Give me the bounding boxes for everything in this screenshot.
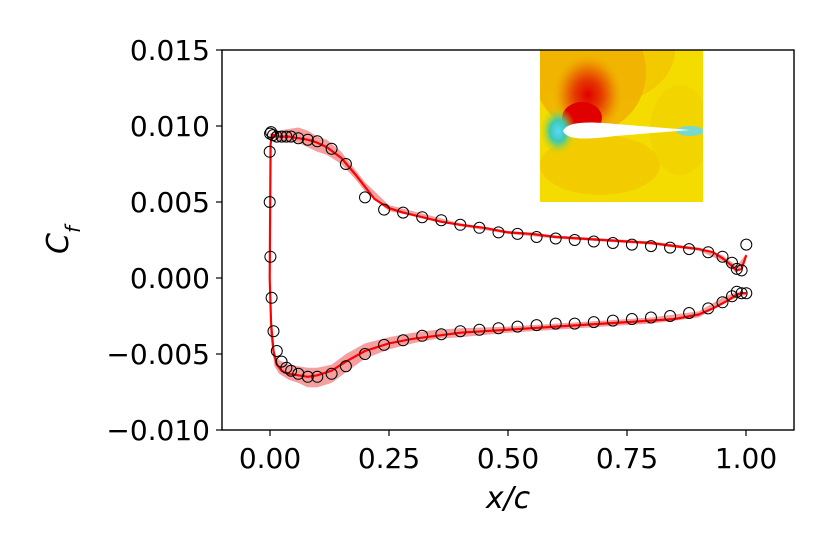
data-point-reference-upper bbox=[263, 145, 276, 158]
data-point-reference-upper bbox=[587, 235, 600, 248]
data-point-reference-lower bbox=[730, 285, 743, 298]
data-point-reference-lower bbox=[285, 364, 298, 377]
data-point-reference-upper bbox=[726, 256, 738, 269]
y-axis-label-group: Cf bbox=[41, 223, 85, 254]
data-point-reference-upper bbox=[740, 238, 753, 251]
data-point-reference-lower bbox=[664, 310, 677, 322]
data-point-reference-lower bbox=[264, 250, 277, 263]
data-point-reference-upper bbox=[285, 130, 298, 143]
data-point-reference-upper bbox=[645, 240, 657, 253]
data-point-reference-upper bbox=[435, 214, 448, 227]
uncertainty-band-lower bbox=[269, 291, 747, 388]
x-axis-label: x/c bbox=[485, 481, 531, 516]
y-tick-label: −0.010 bbox=[106, 414, 210, 447]
data-point-reference-upper bbox=[454, 218, 467, 231]
data-point-reference-upper bbox=[549, 232, 562, 245]
x-tick-label: 1.00 bbox=[715, 442, 777, 475]
data-point-reference-upper bbox=[606, 237, 619, 249]
data-point-reference-lower bbox=[378, 338, 391, 351]
data-point-reference-lower bbox=[702, 302, 715, 315]
data-point-reference-lower bbox=[311, 370, 324, 383]
y-tick-label: 0.015 bbox=[130, 34, 210, 67]
data-point-reference-lower bbox=[359, 348, 371, 360]
data-point-reference-lower bbox=[625, 313, 638, 325]
data-point-reference-upper bbox=[473, 221, 486, 234]
data-point-reference-upper bbox=[683, 243, 696, 256]
x-tick-label: 0.50 bbox=[477, 442, 539, 475]
data-point-reference-lower bbox=[511, 320, 524, 333]
y-axis: −0.010 −0.005 0.000 0.005 0.010 0.015 bbox=[106, 34, 222, 447]
data-point-reference-lower bbox=[740, 287, 753, 300]
data-point-reference-lower bbox=[645, 311, 657, 324]
data-point-reference-upper bbox=[716, 250, 729, 263]
data-point-reference-lower bbox=[492, 322, 505, 335]
data-point-reference-upper bbox=[735, 264, 748, 277]
data-point-reference-upper bbox=[275, 130, 288, 143]
data-point-reference-lower bbox=[292, 367, 305, 380]
data-point-reference-upper bbox=[492, 226, 505, 239]
data-point-reference-upper bbox=[325, 142, 338, 155]
data-point-reference-upper bbox=[301, 133, 314, 146]
data-point-reference-lower bbox=[606, 314, 619, 327]
data-point-reference-upper bbox=[568, 234, 581, 246]
data-point-reference-lower bbox=[267, 325, 280, 338]
data-point-reference-upper bbox=[311, 135, 324, 148]
inset-wake bbox=[676, 126, 703, 136]
inset-airfoil bbox=[563, 122, 690, 139]
data-point-reference-upper bbox=[378, 203, 391, 216]
data-point-reference-lower bbox=[530, 319, 543, 332]
data-point-reference-lower bbox=[416, 329, 429, 342]
y-axis-label: Cf bbox=[41, 223, 85, 254]
inset-contour-plot bbox=[540, 50, 703, 202]
data-point-reference-lower bbox=[435, 328, 448, 341]
data-point-reference-upper bbox=[530, 231, 543, 243]
data-point-reference-upper bbox=[264, 127, 277, 140]
x-tick-label: 0.25 bbox=[358, 442, 420, 475]
data-point-reference-lower bbox=[683, 307, 696, 319]
inset-contour-band bbox=[540, 135, 660, 195]
data-point-reference-upper bbox=[702, 246, 715, 259]
data-point-reference-upper bbox=[397, 206, 410, 219]
x-tick-label: 0.75 bbox=[596, 442, 658, 475]
data-point-reference-upper bbox=[416, 211, 429, 224]
data-point-reference-lower bbox=[587, 316, 600, 329]
data-point-reference-lower bbox=[275, 355, 288, 368]
data-point-reference-lower bbox=[270, 345, 283, 357]
data-point-reference-lower bbox=[325, 367, 338, 380]
data-point-reference-upper bbox=[292, 132, 305, 145]
reference-marker-layer bbox=[263, 126, 753, 383]
data-point-reference-upper bbox=[511, 227, 524, 240]
y-tick-label: −0.005 bbox=[106, 338, 210, 371]
data-point-reference-lower bbox=[263, 196, 276, 208]
data-point-reference-upper bbox=[625, 238, 638, 251]
data-point-reference-lower bbox=[568, 317, 581, 330]
data-point-reference-upper bbox=[339, 158, 352, 170]
data-point-reference-lower bbox=[473, 323, 486, 336]
data-point-reference-lower bbox=[397, 334, 410, 347]
y-tick-label: 0.000 bbox=[130, 262, 210, 295]
data-point-reference-lower bbox=[454, 325, 467, 338]
data-point-reference-lower bbox=[339, 360, 352, 373]
data-point-reference-upper bbox=[270, 130, 283, 143]
data-point-reference-lower bbox=[301, 370, 314, 383]
data-point-reference-lower bbox=[549, 317, 562, 330]
data-point-reference-upper bbox=[359, 191, 371, 204]
data-point-reference-upper bbox=[280, 130, 293, 143]
series-line-prediction-lower bbox=[268, 277, 747, 378]
data-point-reference-lower bbox=[716, 296, 729, 309]
inset-stagnation-region bbox=[540, 107, 576, 155]
data-point-reference-upper bbox=[730, 262, 743, 275]
data-point-reference-lower bbox=[265, 291, 278, 304]
x-tick-label: 0.00 bbox=[239, 442, 301, 475]
data-point-reference-upper bbox=[664, 241, 677, 254]
y-tick-label: 0.005 bbox=[130, 186, 210, 219]
y-tick-label: 0.010 bbox=[130, 110, 210, 143]
data-point-reference-lower bbox=[735, 287, 748, 300]
x-axis: 0.00 0.25 0.50 0.75 1.00 bbox=[239, 430, 777, 475]
